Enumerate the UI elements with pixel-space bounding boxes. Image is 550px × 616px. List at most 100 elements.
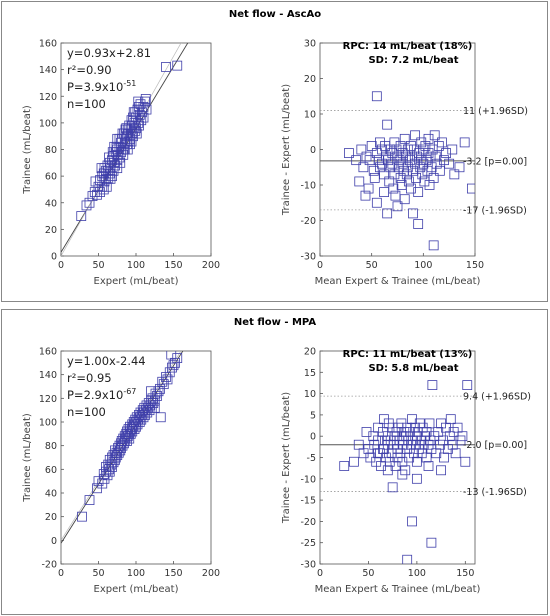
data-point <box>411 473 422 484</box>
x-tick-label: 0 <box>317 568 323 579</box>
x-tick-label: 0 <box>58 260 64 271</box>
y-tick-label: 120 <box>39 394 57 405</box>
y-tick-label: -10 <box>300 474 316 485</box>
x-tick-label: 50 <box>362 568 374 579</box>
data-point <box>407 516 417 527</box>
y-tick-label: 40 <box>45 198 57 209</box>
y-tick-label: 10 <box>304 389 316 400</box>
x-tick-label: 50 <box>92 568 104 579</box>
data-point <box>76 211 87 221</box>
data-point <box>447 144 458 155</box>
data-point <box>101 181 112 192</box>
y-tick-label: 20 <box>304 347 316 358</box>
data-point <box>382 119 393 130</box>
data-point <box>427 144 438 155</box>
data-point <box>388 183 399 194</box>
x-axis-label: Mean Expert & Trainee (mL/beat) <box>315 276 481 287</box>
data-point <box>404 155 415 166</box>
x-tick-label: 150 <box>164 568 182 579</box>
data-point <box>454 162 465 173</box>
y-tick-label: 60 <box>45 465 57 476</box>
line-annotation: -3.2 [p=0.00] <box>463 156 527 167</box>
data-point <box>437 137 447 148</box>
y-tick-label: 140 <box>39 370 57 381</box>
data-point <box>379 187 389 198</box>
data-point <box>415 162 426 173</box>
data-point <box>131 123 141 134</box>
data-point <box>104 168 115 179</box>
data-point <box>397 158 408 169</box>
data-point <box>436 465 446 476</box>
line-annotation: 9.4 (+1.96SD) <box>463 392 531 403</box>
x-tick-label: 0 <box>317 260 323 271</box>
sd-text: SD: 7.2 mL/beat <box>368 55 458 66</box>
data-point <box>107 171 117 182</box>
data-point <box>387 158 398 169</box>
y-tick-label: 80 <box>45 441 57 452</box>
data-point <box>410 130 420 141</box>
plot-content <box>320 91 475 251</box>
data-point <box>96 163 107 174</box>
data-point <box>117 128 128 139</box>
data-point <box>133 117 144 128</box>
data-point <box>433 141 444 151</box>
data-point <box>410 158 420 169</box>
data-point <box>120 124 131 135</box>
data-point <box>402 554 413 564</box>
x-tick-label: 150 <box>466 260 484 271</box>
data-point <box>406 183 416 194</box>
data-point <box>423 133 434 144</box>
data-point <box>413 219 424 229</box>
data-point <box>339 461 350 471</box>
data-point <box>428 240 439 251</box>
data-point <box>128 107 139 118</box>
line-annotation: -13 (-1.96SD) <box>463 487 527 498</box>
data-point <box>460 456 471 467</box>
data-point <box>402 162 413 173</box>
plot-content <box>61 351 184 544</box>
r-squared: r²=0.90 <box>67 63 112 77</box>
data-point <box>131 128 142 139</box>
panel-title-ascao: Net flow - AscAo <box>229 9 321 20</box>
data-point <box>361 151 372 162</box>
data-point <box>133 96 144 107</box>
chart-ascao-bland-altman: 0 50 100 150 -30 -20 -10 0 10 20 30 Mean Expert & T… <box>281 39 528 288</box>
data-point <box>420 141 431 151</box>
data-point <box>439 155 449 166</box>
x-tick-label: 100 <box>127 568 145 579</box>
data-point <box>112 133 123 144</box>
x-tick-label: 100 <box>414 260 432 271</box>
data-point <box>95 187 105 198</box>
x-tick-label: 150 <box>164 260 182 271</box>
x-tick-label: 100 <box>127 260 145 271</box>
line-annotation: -17 (-1.96SD) <box>463 205 527 216</box>
fit-equation: y=1.00x-2.44 <box>67 354 146 368</box>
data-point <box>392 201 403 212</box>
data-point <box>344 148 354 158</box>
rpc-text: RPC: 14 mL/beat (18%) <box>343 41 473 52</box>
y-tick-label: 60 <box>45 172 57 183</box>
data-point <box>168 360 179 371</box>
data-point <box>162 374 173 385</box>
y-tick-label: 0 <box>310 432 316 443</box>
data-point <box>358 162 369 173</box>
data-point <box>134 109 145 120</box>
data-point <box>363 183 374 194</box>
panel-frame-mpa <box>1 309 548 615</box>
data-point <box>390 190 401 201</box>
y-axis-label: Trainee (mL/beat) <box>22 105 33 195</box>
data-point <box>172 60 183 71</box>
x-axis-label: Expert (mL/beat) <box>94 276 179 287</box>
data-point <box>417 169 428 180</box>
data-point <box>128 131 138 142</box>
data-point <box>109 141 120 152</box>
data-point <box>380 141 391 151</box>
x-tick-label: 0 <box>58 568 64 579</box>
data-point <box>366 141 377 151</box>
data-point <box>107 155 117 166</box>
fit-equation: y=0.93x+2.81 <box>67 46 151 60</box>
chart-ascao-correlation: 0 50 100 150 200 0 20 40 60 80 100 120 140 160 Expert … <box>22 39 220 288</box>
data-point <box>172 353 183 364</box>
data-point <box>109 157 120 168</box>
